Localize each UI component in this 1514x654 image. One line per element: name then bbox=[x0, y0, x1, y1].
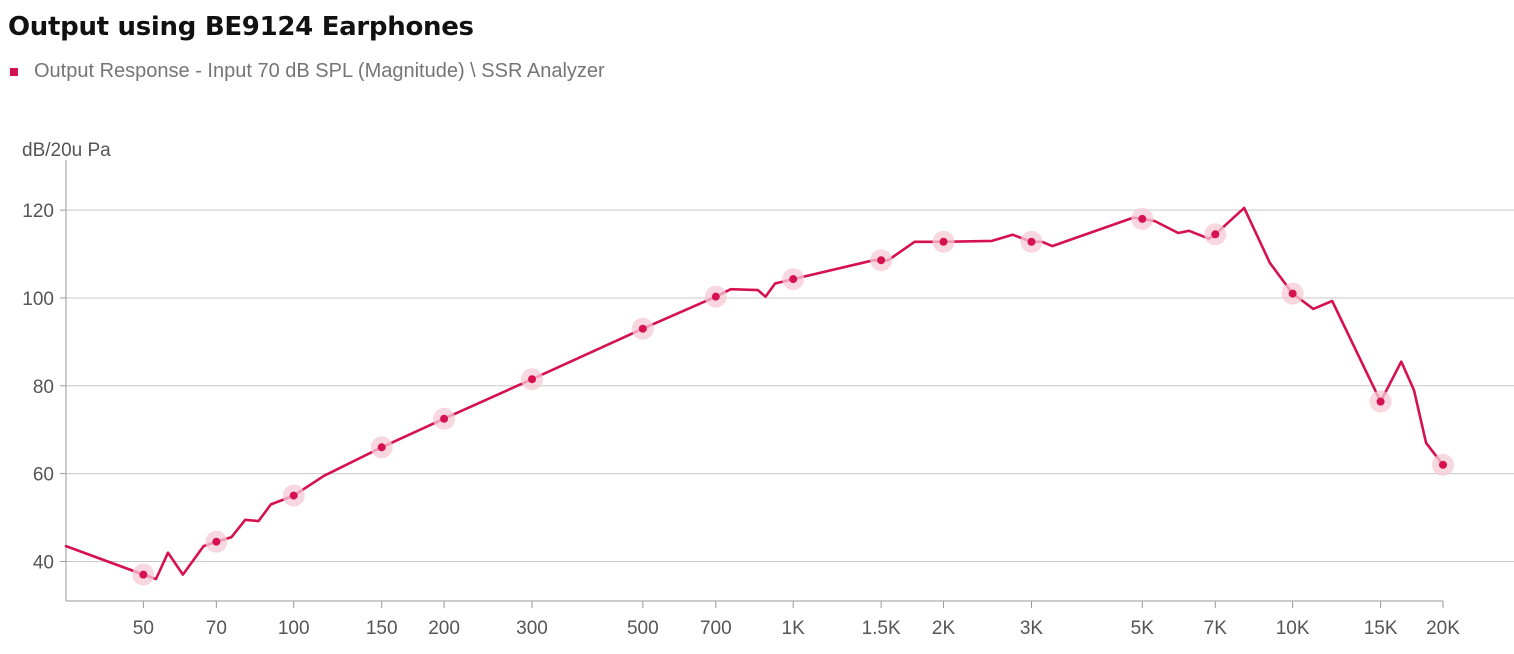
data-point bbox=[1288, 289, 1297, 298]
data-point bbox=[1439, 460, 1447, 469]
y-tick-label: 60 bbox=[33, 465, 54, 486]
data-point bbox=[789, 275, 798, 284]
data-point bbox=[1211, 230, 1220, 239]
x-tick-label: 2K bbox=[932, 618, 956, 639]
x-tick-label: 3K bbox=[1020, 618, 1044, 639]
data-point bbox=[289, 491, 298, 500]
data-point bbox=[440, 414, 449, 423]
y-tick-label: 40 bbox=[33, 552, 54, 573]
x-tick-label: 5K bbox=[1131, 618, 1155, 639]
x-tick-label: 150 bbox=[366, 618, 398, 639]
data-point bbox=[212, 537, 221, 546]
chart-title: Output using BE9124 Earphones bbox=[8, 12, 474, 42]
x-tick-label: 1.5K bbox=[862, 618, 901, 639]
x-tick-label: 15K bbox=[1364, 618, 1398, 639]
data-point bbox=[1027, 237, 1036, 246]
x-tick-label: 500 bbox=[627, 618, 659, 639]
data-point bbox=[377, 443, 386, 452]
data-point bbox=[939, 237, 948, 246]
x-tick-label: 200 bbox=[428, 618, 460, 639]
y-axis-ticks: 40 60 80 100 120 bbox=[22, 201, 66, 573]
data-point bbox=[1138, 214, 1147, 223]
y-tick-label: 80 bbox=[33, 377, 54, 398]
data-point bbox=[528, 375, 537, 384]
legend-swatch bbox=[10, 67, 18, 76]
x-axis-ticks: 50 70 100 150 200 300 500 700 1K 1.5K 2K 3K 5K 7K 10K 1… bbox=[133, 601, 1460, 639]
y-tick-label: 120 bbox=[22, 201, 54, 222]
data-point bbox=[139, 570, 148, 579]
grid-lines bbox=[66, 209, 1514, 562]
x-tick-label: 50 bbox=[133, 618, 154, 639]
axes bbox=[65, 160, 1443, 602]
x-tick-label: 7K bbox=[1204, 618, 1228, 639]
legend-label: Output Response - Input 70 dB SPL (Magni… bbox=[34, 60, 605, 82]
series-line bbox=[64, 206, 1445, 581]
x-tick-label: 1K bbox=[782, 618, 806, 639]
y-tick-label: 100 bbox=[22, 289, 54, 310]
data-point bbox=[638, 324, 647, 333]
x-tick-label: 300 bbox=[516, 618, 548, 639]
y-axis-label: dB/20u Pa bbox=[22, 140, 111, 161]
x-tick-label: 700 bbox=[700, 618, 732, 639]
data-point bbox=[877, 256, 886, 265]
data-point bbox=[1376, 397, 1385, 406]
x-tick-label: 10K bbox=[1276, 618, 1310, 639]
x-tick-label: 100 bbox=[278, 618, 310, 639]
x-tick-label: 20K bbox=[1426, 618, 1460, 639]
data-point bbox=[711, 292, 720, 301]
x-tick-label: 70 bbox=[206, 618, 227, 639]
legend[interactable]: Output Response - Input 70 dB SPL (Magni… bbox=[10, 60, 605, 83]
series-group bbox=[64, 206, 1454, 586]
